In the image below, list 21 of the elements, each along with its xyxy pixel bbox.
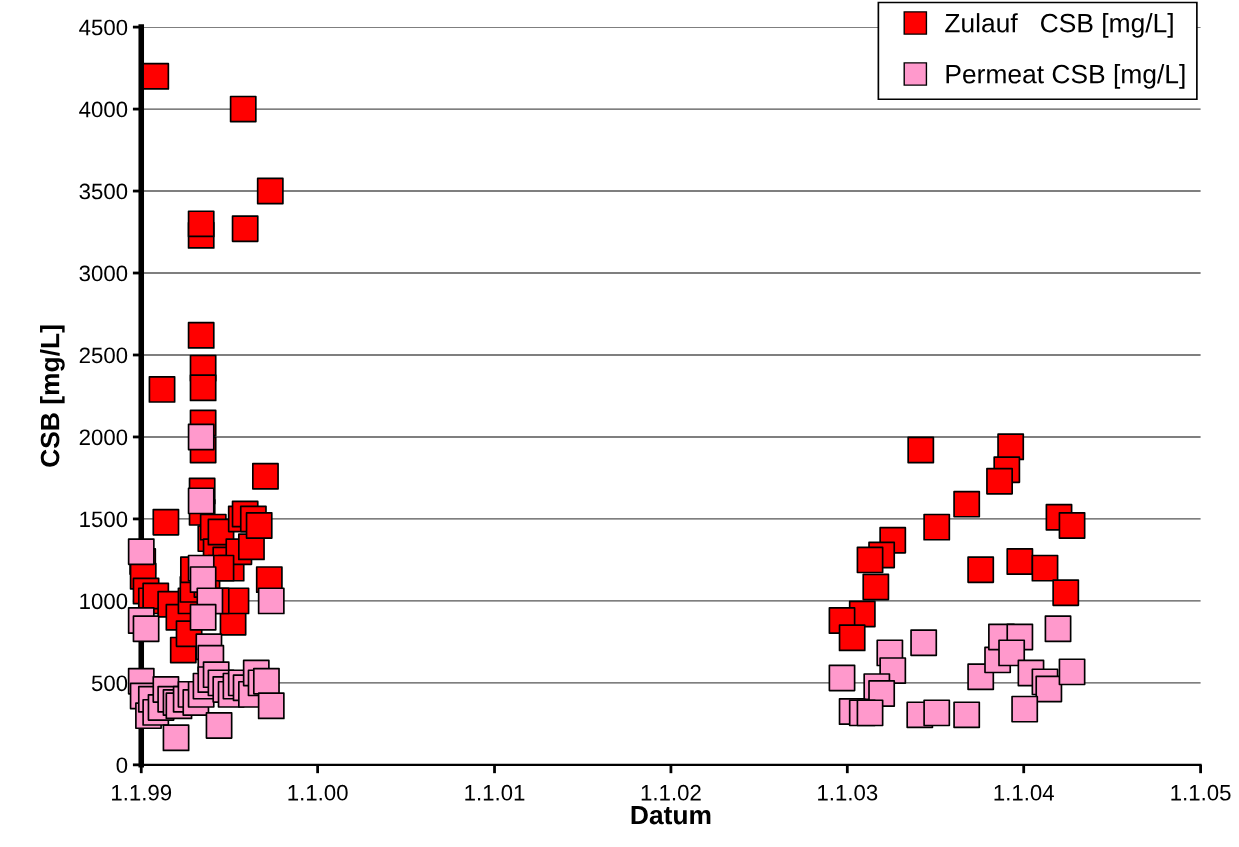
y-tick-label: 4000 — [79, 101, 128, 118]
x-tick-label: 1.1.00 — [288, 784, 348, 801]
x-tick-label: 1.1.02 — [641, 784, 701, 801]
y-tick-label: 3500 — [79, 183, 128, 200]
x-axis-title: Datum — [631, 805, 711, 825]
x-tick-label: 1.1.03 — [818, 784, 878, 801]
x-tick-label: 1.1.01 — [465, 784, 525, 801]
legend-label: Permeat CSB [mg/L] — [946, 64, 1185, 89]
y-tick-label: 2500 — [79, 347, 128, 364]
y-tick-label: 2000 — [79, 429, 128, 446]
y-tick-label: 500 — [91, 675, 128, 692]
y-tick-label: 1000 — [80, 593, 128, 610]
legend-label: Zulauf CSB [mg/L] — [945, 13, 1173, 38]
y-axis-title: CSB [mg/L] — [40, 325, 65, 467]
x-tick-label: 1.1.99 — [112, 784, 172, 801]
x-tick-label: 1.1.05 — [1171, 784, 1231, 801]
y-tick-label: 1500 — [80, 511, 128, 528]
y-tick-label: 4500 — [79, 19, 128, 36]
x-tick-label: 1.1.04 — [994, 784, 1054, 801]
y-tick-label: 3000 — [79, 265, 128, 282]
y-tick-label: 0 — [116, 757, 128, 774]
